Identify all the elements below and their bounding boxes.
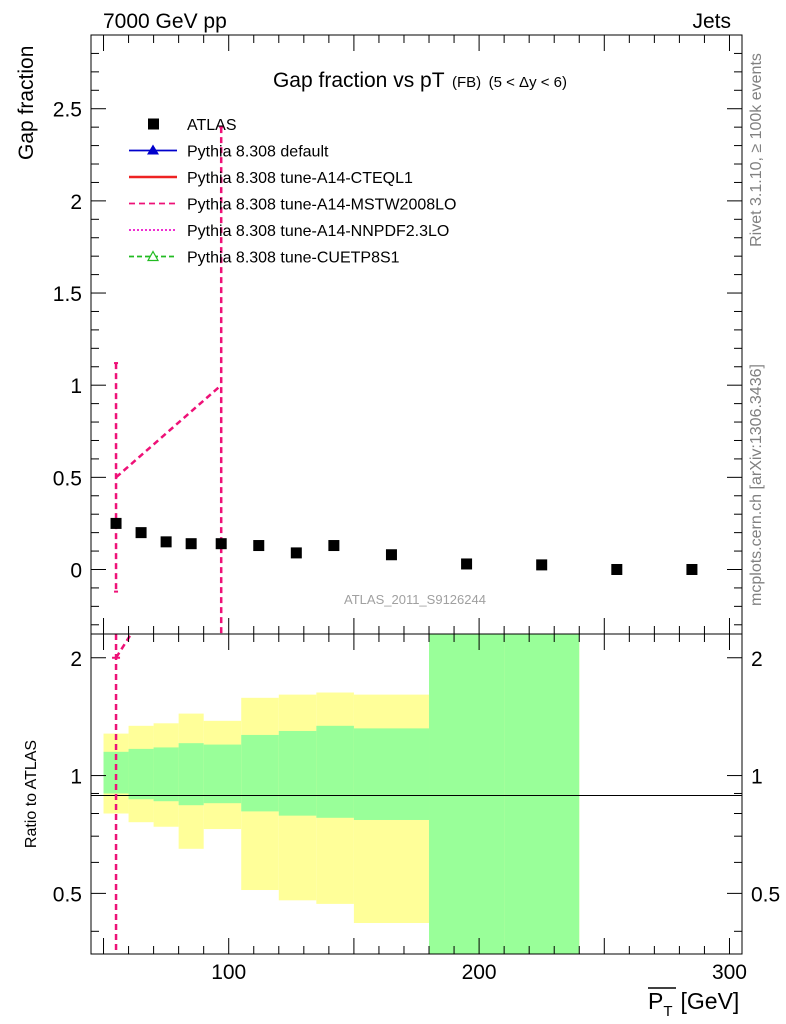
green-band-bin bbox=[178, 743, 204, 806]
chart-title-range: (5 < Δy < 6) bbox=[489, 74, 567, 91]
ratio-panel: 0.5 0.5 1 1 2 2 100 200 300 Ratio to ATLAS bbox=[23, 633, 780, 984]
legend-marker-triangle bbox=[147, 144, 159, 155]
legend-item: Pythia 8.308 tune-A14-CTEQL1 bbox=[129, 170, 413, 187]
x-label-unit: [GeV] bbox=[681, 988, 740, 1014]
legend-label: Pythia 8.308 tune-A14-CTEQL1 bbox=[187, 170, 413, 187]
green-band-bin bbox=[203, 744, 242, 804]
x-axis-label: PT [GeV] bbox=[648, 987, 739, 1020]
legend-label: Pythia 8.308 default bbox=[187, 144, 329, 161]
green-band-bin bbox=[429, 634, 505, 954]
atlas-point bbox=[611, 563, 623, 575]
green-band-bin bbox=[504, 634, 580, 954]
main-panel: 0 0.5 1 1.5 2 2.5 Gap fraction vs pT (FB) (5 … bbox=[15, 34, 743, 635]
ratio-tick-label: 2 bbox=[70, 648, 82, 671]
ratio-bands bbox=[103, 634, 580, 954]
chart-title-suffix: (FB) bbox=[452, 74, 481, 91]
legend-label: Pythia 8.308 tune-CUETP8S1 bbox=[187, 250, 400, 267]
legend-label: Pythia 8.308 tune-A14-MSTW2008LO bbox=[187, 197, 456, 214]
ratio-y-ticks: 0.5 0.5 1 1 2 2 bbox=[53, 648, 780, 932]
header-right: Jets bbox=[692, 10, 731, 33]
ratio-tick-label: 1 bbox=[70, 766, 82, 789]
atlas-point bbox=[253, 540, 265, 552]
mcplots-label: mcplots.cern.ch [arXiv:1306.3436] bbox=[748, 364, 765, 606]
y-tick-label: 2.5 bbox=[53, 99, 82, 122]
green-band-bin bbox=[103, 751, 117, 794]
x-tick-label: 200 bbox=[462, 961, 497, 984]
y-axis-label: Gap fraction bbox=[15, 46, 38, 160]
x-tick-label: 300 bbox=[712, 961, 747, 984]
atlas-point bbox=[160, 536, 172, 548]
mstw-line bbox=[115, 384, 223, 479]
atlas-point bbox=[328, 540, 340, 552]
legend-label: Pythia 8.308 tune-A14-NNPDF2.3LO bbox=[187, 223, 449, 240]
green-band-bin bbox=[116, 751, 129, 794]
atlas-point bbox=[686, 563, 698, 575]
ratio-tick-label-right: 0.5 bbox=[751, 883, 780, 906]
atlas-point bbox=[461, 558, 473, 570]
analysis-id: ATLAS_2011_S9126244 bbox=[344, 592, 486, 607]
atlas-point bbox=[110, 517, 122, 529]
atlas-point bbox=[536, 559, 548, 571]
y-tick-label: 1.5 bbox=[53, 283, 82, 306]
legend-marker-square bbox=[148, 118, 159, 130]
y-tick-label: 2 bbox=[70, 191, 82, 214]
main-x-ticks bbox=[103, 35, 730, 634]
ratio-frame bbox=[90, 633, 743, 955]
legend-item: Pythia 8.308 tune-A14-MSTW2008LO bbox=[129, 197, 456, 214]
x-tick-label: 100 bbox=[211, 961, 246, 984]
x-label-main: P bbox=[648, 988, 663, 1014]
y-tick-label: 0.5 bbox=[53, 467, 82, 490]
ratio-tick-label-right: 2 bbox=[751, 648, 763, 671]
legend-item: Pythia 8.308 tune-CUETP8S1 bbox=[129, 250, 400, 267]
y-tick-label: 0 bbox=[70, 559, 82, 582]
green-band-bin bbox=[241, 734, 279, 812]
ratio-tick-label: 0.5 bbox=[53, 883, 82, 906]
ratio-x-ticks: 100 200 300 bbox=[103, 634, 747, 984]
atlas-point bbox=[185, 538, 197, 550]
green-band-bin bbox=[278, 730, 317, 816]
legend-item: Pythia 8.308 default bbox=[129, 144, 329, 161]
main-data bbox=[110, 126, 698, 634]
chart-title-main: Gap fraction vs pT bbox=[273, 69, 445, 92]
header-left: 7000 GeV pp bbox=[103, 10, 227, 33]
atlas-point bbox=[215, 538, 227, 550]
ratio-y-label: Ratio to ATLAS bbox=[23, 740, 40, 848]
legend-label: ATLAS bbox=[187, 117, 237, 134]
green-band-bin bbox=[153, 747, 179, 802]
atlas-point bbox=[385, 549, 397, 561]
legend-marker-open-triangle bbox=[146, 250, 160, 262]
y-tick-label: 1 bbox=[70, 375, 82, 398]
atlas-point bbox=[135, 527, 147, 539]
main-y-ticks: 0 0.5 1 1.5 2 2.5 bbox=[53, 52, 742, 626]
green-band-bin bbox=[128, 748, 154, 800]
legend-item: Pythia 8.308 tune-A14-NNPDF2.3LO bbox=[129, 223, 449, 240]
rivet-label: Rivet 3.1.10, ≥ 100k events bbox=[748, 53, 765, 247]
green-band-bin bbox=[353, 728, 430, 820]
svg-text:PT[GeV]: PT [GeV] bbox=[648, 988, 739, 1020]
atlas-point bbox=[290, 547, 302, 559]
ratio-tick-label-right: 1 bbox=[751, 766, 763, 789]
legend-item: ATLAS bbox=[148, 117, 237, 134]
chart-title: Gap fraction vs pT (FB) (5 < Δy < 6) bbox=[273, 69, 567, 92]
green-band-bin bbox=[316, 725, 354, 818]
x-label-sub: T bbox=[663, 1003, 672, 1020]
legend: ATLAS Pythia 8.308 default Pythia 8.308 tu… bbox=[129, 117, 456, 267]
